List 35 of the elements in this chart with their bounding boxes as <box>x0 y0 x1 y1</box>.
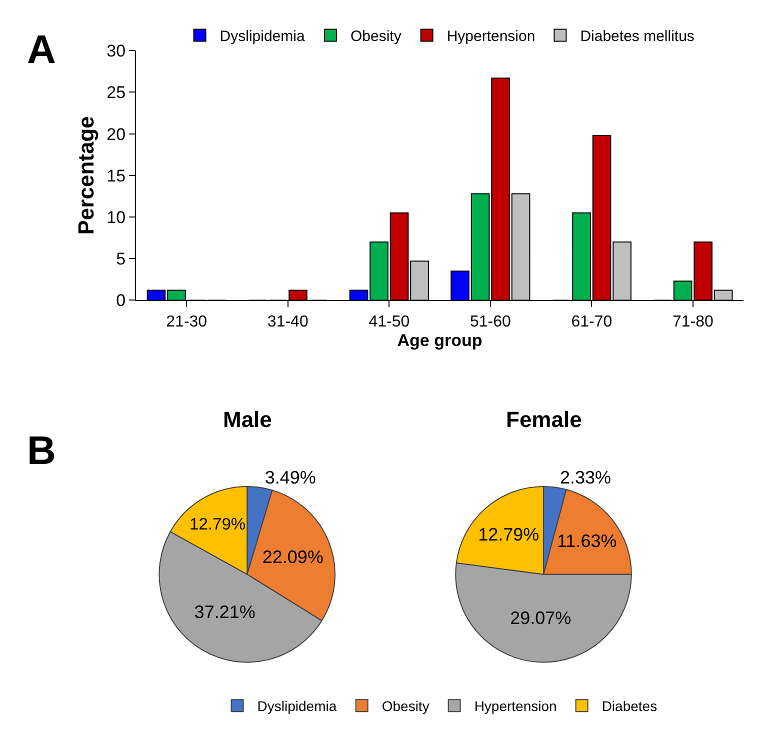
x-tick-label: 31-40 <box>267 313 308 330</box>
legend-label: Diabetes <box>602 698 658 714</box>
x-axis-title: Age group <box>397 330 482 350</box>
y-tick-label: 30 <box>106 42 126 61</box>
y-tick-label: 10 <box>106 208 126 227</box>
legend-label: Obesity <box>382 698 430 714</box>
x-tick-label: 61-70 <box>571 313 612 330</box>
data-label: 37.21% <box>194 602 256 622</box>
text: A <box>27 28 56 72</box>
legend-label: Dyslipidemia <box>220 28 306 46</box>
data-label: 2.33% <box>560 467 612 488</box>
x-tick-label: 41-50 <box>368 313 410 330</box>
chart-title: Male <box>223 407 272 432</box>
y-tick-label: 15 <box>106 166 126 186</box>
legend-label: Dyslipidemia <box>257 698 337 714</box>
data-label: 12.79% <box>478 524 540 545</box>
y-tick-label: 0 <box>116 291 126 310</box>
legend-label: Diabetes mellitus <box>580 28 694 46</box>
y-axis-title: Percentage <box>73 116 98 235</box>
data-label: 29.07% <box>510 608 572 628</box>
x-tick-label: 51-60 <box>470 313 511 330</box>
chart-title: Female <box>506 407 582 432</box>
legend-label: Hypertension <box>446 28 536 46</box>
data-label: 22.09% <box>262 547 324 568</box>
data-label: 11.63% <box>557 531 617 552</box>
legend-label: Hypertension <box>474 698 557 714</box>
y-tick-label: 5 <box>116 250 126 269</box>
x-tick-label: 21-30 <box>166 313 208 330</box>
data-label: 12.79% <box>189 514 246 534</box>
data-label: 3.49% <box>264 468 316 488</box>
legend-label: Obesity <box>350 28 402 46</box>
y-tick-label: 20 <box>106 124 126 144</box>
text: B <box>27 429 56 473</box>
x-tick-label: 71-80 <box>672 313 714 330</box>
y-tick-label: 25 <box>106 83 126 102</box>
